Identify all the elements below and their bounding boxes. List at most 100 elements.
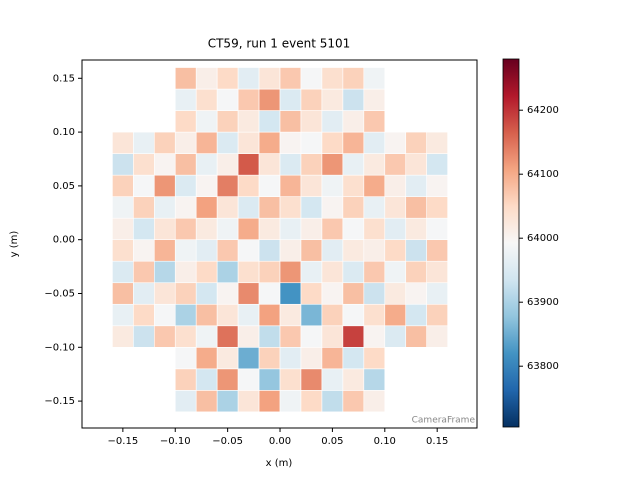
pixel: [279, 282, 302, 305]
pixel: [174, 368, 197, 391]
pixel: [363, 153, 386, 176]
pixel: [153, 239, 176, 262]
pixel: [279, 110, 302, 133]
pixel: [216, 67, 239, 90]
pixel: [195, 196, 218, 219]
pixel: [321, 303, 344, 327]
pixel: [237, 110, 260, 133]
pixel: [174, 346, 197, 370]
pixel: [426, 325, 448, 348]
pixel: [405, 217, 428, 240]
pixel: [279, 325, 302, 348]
pixel: [300, 196, 323, 219]
pixel: [174, 174, 197, 197]
pixel: [321, 217, 344, 240]
colorbar-tick-label: 64100: [527, 169, 559, 180]
pixel: [216, 346, 239, 370]
pixel: [195, 282, 218, 305]
pixel: [133, 282, 155, 305]
pixel: [342, 239, 365, 262]
pixel: [174, 196, 197, 219]
pixel: [174, 239, 197, 262]
pixel: [174, 325, 197, 348]
pixel: [342, 260, 365, 284]
pixel: [153, 303, 176, 327]
pixel: [363, 325, 386, 348]
colorbar-tick-label: 64200: [527, 105, 559, 116]
pixel: [237, 390, 260, 413]
pixel: [216, 282, 239, 305]
pixel: [405, 282, 428, 305]
pixel: [237, 196, 260, 219]
pixel: [195, 217, 218, 240]
pixel: [279, 174, 302, 197]
pixel: [300, 67, 323, 90]
pixel: [321, 239, 344, 262]
x-tick-label: −0.05: [212, 436, 243, 447]
pixel: [195, 346, 218, 370]
pixel: [342, 217, 365, 240]
pixel: [300, 153, 323, 176]
pixel: [321, 325, 344, 348]
pixel: [321, 153, 344, 176]
pixel: [258, 196, 281, 219]
pixel: [279, 390, 302, 413]
pixel: [384, 196, 407, 219]
y-tick-label: 0.10: [53, 127, 75, 138]
pixel: [384, 174, 407, 197]
pixel: [174, 131, 197, 154]
pixel: [258, 153, 281, 176]
pixel: [363, 260, 386, 284]
pixel: [300, 88, 323, 111]
pixel: [405, 196, 428, 219]
pixel: [174, 217, 197, 240]
pixel: [300, 282, 323, 305]
pixel: [133, 174, 155, 197]
pixel: [342, 131, 365, 154]
pixel: [321, 174, 344, 197]
x-tick-label: 0.15: [426, 436, 448, 447]
pixel: [153, 282, 176, 305]
pixel: [300, 174, 323, 197]
pixel: [363, 88, 386, 111]
pixel: [153, 196, 176, 219]
pixel: [133, 217, 155, 240]
pixel: [216, 88, 239, 111]
frame-annotation: CameraFrame: [412, 416, 476, 426]
pixel: [321, 131, 344, 154]
pixel: [426, 260, 448, 284]
y-tick-label: −0.10: [44, 342, 75, 353]
pixel: [426, 131, 448, 154]
pixel: [237, 368, 260, 391]
pixel: [426, 239, 448, 262]
pixel: [384, 303, 407, 327]
pixel: [258, 217, 281, 240]
pixel: [300, 239, 323, 262]
pixel: [258, 368, 281, 391]
pixel: [363, 174, 386, 197]
pixel: [300, 217, 323, 240]
y-tick-label: 0.05: [53, 181, 75, 192]
pixel: [237, 303, 260, 327]
pixel: [321, 67, 344, 90]
pixel: [279, 368, 302, 391]
pixel: [342, 282, 365, 305]
pixel: [216, 196, 239, 219]
pixel: [363, 346, 386, 370]
pixel: [279, 217, 302, 240]
pixel: [216, 390, 239, 413]
pixel: [237, 282, 260, 305]
pixel: [112, 131, 134, 154]
pixel: [195, 260, 218, 284]
pixel: [153, 131, 176, 154]
pixel: [279, 153, 302, 176]
pixel: [216, 303, 239, 327]
pixel: [153, 153, 176, 176]
pixel: [112, 174, 134, 197]
colorbar-tick-label: 63800: [527, 361, 559, 372]
pixel: [195, 153, 218, 176]
pixel: [216, 153, 239, 176]
pixel: [279, 303, 302, 327]
pixel: [216, 217, 239, 240]
pixel: [300, 110, 323, 133]
